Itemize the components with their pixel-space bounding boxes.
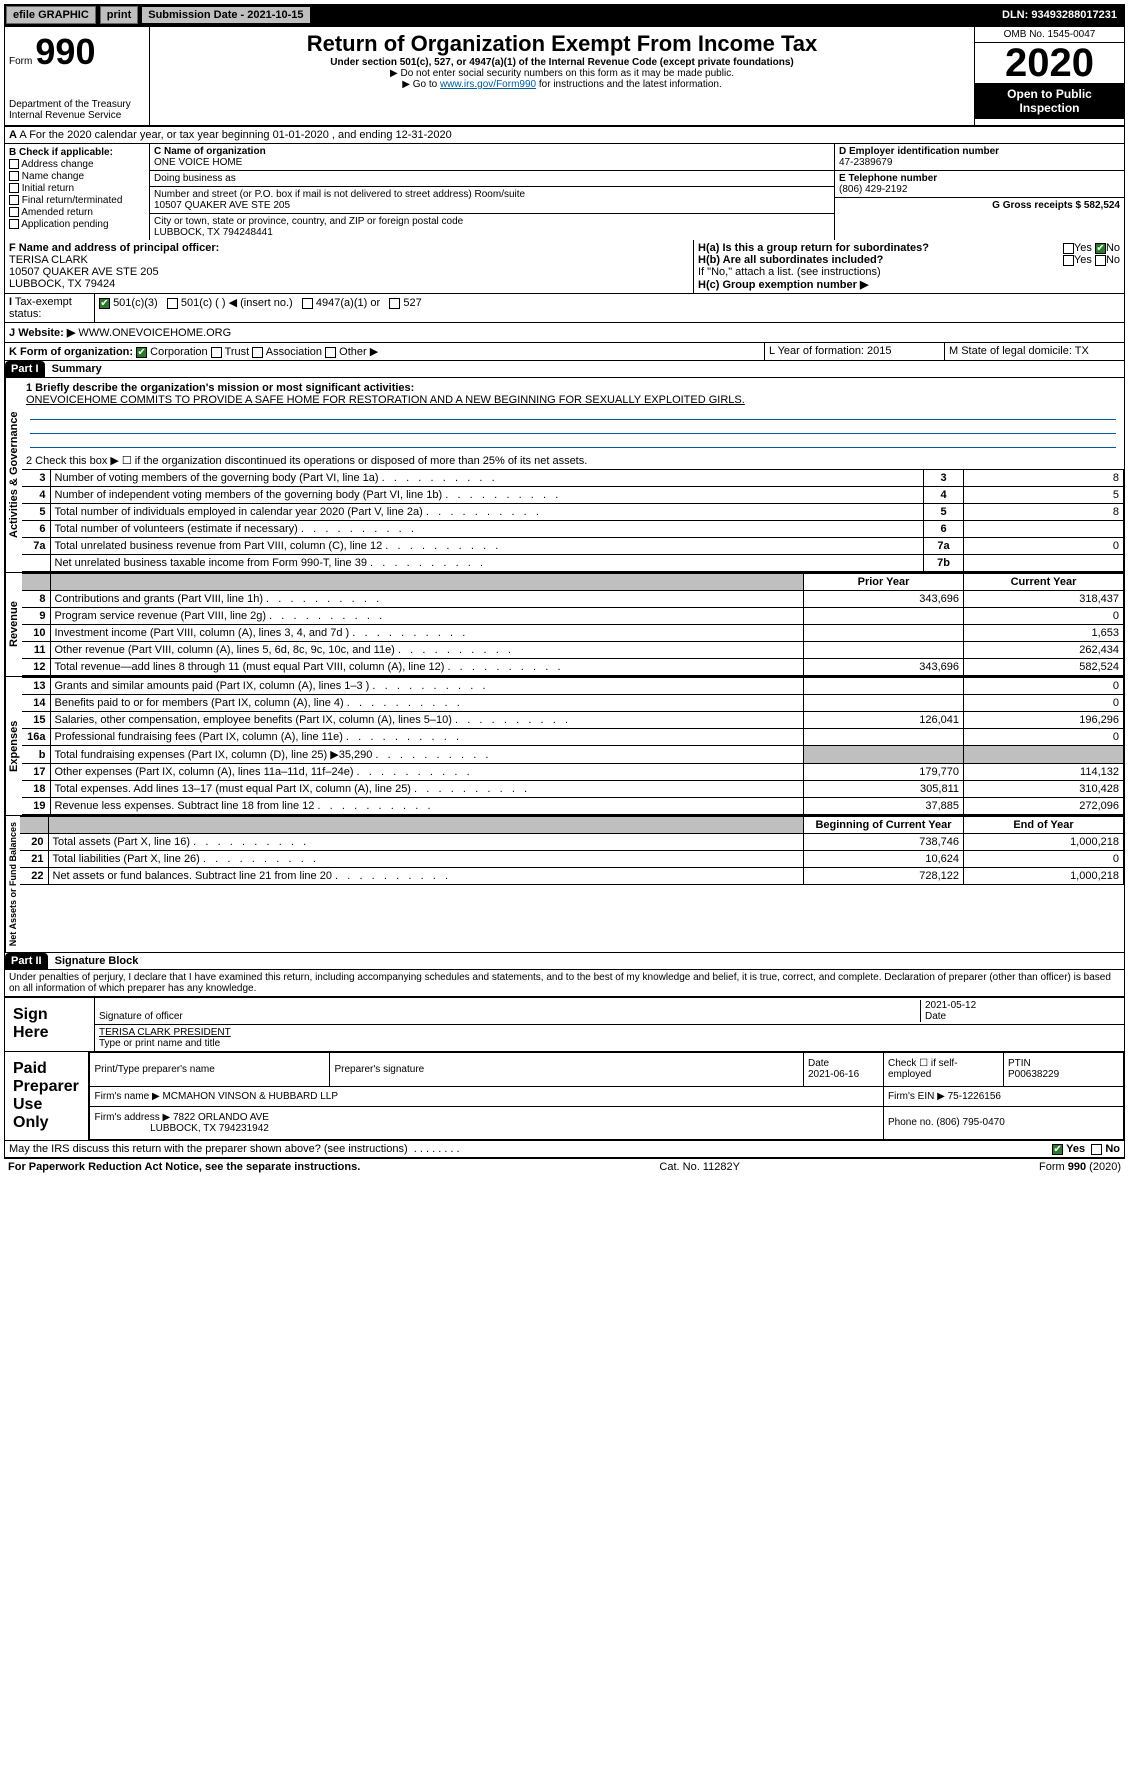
discuss-no[interactable] <box>1091 1144 1102 1155</box>
sign-here-label: Sign Here <box>5 998 95 1051</box>
footer-form: Form 990 (2020) <box>1039 1161 1121 1173</box>
col-b: B Check if applicable: Address change Na… <box>5 144 150 240</box>
form-label: Form <box>9 56 32 67</box>
tax-year: 2020 <box>975 43 1124 83</box>
note-1: ▶ Do not enter social security numbers o… <box>154 68 970 79</box>
part1-tab: Part I <box>5 361 45 377</box>
mission-text: ONEVOICEHOME COMMITS TO PROVIDE A SAFE H… <box>26 394 1120 406</box>
rev-label: Revenue <box>5 573 22 676</box>
declaration: Under penalties of perjury, I declare th… <box>4 970 1125 997</box>
dept-label: Department of the Treasury Internal Reve… <box>9 99 145 121</box>
prep-date: 2021-06-16 <box>808 1069 859 1080</box>
telephone: (806) 429-2192 <box>839 184 907 195</box>
org-name: ONE VOICE HOME <box>154 157 242 168</box>
part2-tab: Part II <box>5 953 48 969</box>
form-subtitle: Under section 501(c), 527, or 4947(a)(1)… <box>154 57 970 68</box>
officer-name: TERISA CLARK <box>9 254 689 266</box>
net-label: Net Assets or Fund Balances <box>5 816 20 952</box>
website[interactable]: WWW.ONEVOICEHOME.ORG <box>78 327 231 339</box>
open-to-public: Open to Public Inspection <box>975 83 1124 119</box>
efile-button[interactable]: efile GRAPHIC <box>6 6 96 24</box>
col-de: D Employer identification number47-23896… <box>834 144 1124 240</box>
discuss-yes[interactable] <box>1052 1144 1063 1155</box>
row-a: A A For the 2020 calendar year, or tax y… <box>4 127 1125 144</box>
dln: DLN: 93493288017231 <box>996 7 1123 23</box>
officer-name-title: TERISA CLARK PRESIDENT <box>99 1027 231 1038</box>
gross-receipts: G Gross receipts $ 582,524 <box>992 200 1120 211</box>
ptin: P00638229 <box>1008 1069 1059 1080</box>
note-2: ▶ Go to www.irs.gov/Form990 for instruct… <box>154 79 970 90</box>
top-bar: efile GRAPHIC print Submission Date - 20… <box>4 4 1125 26</box>
ein: 47-2389679 <box>839 157 892 168</box>
firm-phone: (806) 795-0470 <box>936 1117 1004 1128</box>
sign-date: 2021-05-12 <box>925 1000 976 1011</box>
col-c: C Name of organizationONE VOICE HOME Doi… <box>150 144 834 240</box>
form-id-box: Form 990 Department of the Treasury Inte… <box>5 27 150 125</box>
submission-date: Submission Date - 2021-10-15 <box>142 7 309 23</box>
print-button[interactable]: print <box>100 6 138 24</box>
paid-preparer-label: Paid Preparer Use Only <box>5 1052 89 1140</box>
instructions-link[interactable]: www.irs.gov/Form990 <box>440 79 536 90</box>
org-address: 10507 QUAKER AVE STE 205 <box>154 200 290 211</box>
gov-label: Activities & Governance <box>5 378 22 572</box>
firm-ein: 75-1226156 <box>948 1091 1001 1102</box>
firm-address: 7822 ORLANDO AVE <box>173 1112 269 1123</box>
state-domicile: M State of legal domicile: TX <box>944 343 1124 360</box>
footer-cat: Cat. No. 11282Y <box>659 1161 740 1173</box>
year-formation: L Year of formation: 2015 <box>764 343 944 360</box>
exp-label: Expenses <box>5 677 22 815</box>
discuss-question: May the IRS discuss this return with the… <box>9 1143 408 1155</box>
form-title: Return of Organization Exempt From Incom… <box>154 31 970 57</box>
form-number: 990 <box>35 31 95 72</box>
footer-left: For Paperwork Reduction Act Notice, see … <box>8 1161 360 1173</box>
firm-name: MCMAHON VINSON & HUBBARD LLP <box>162 1091 338 1102</box>
org-city: LUBBOCK, TX 794248441 <box>154 227 273 238</box>
501c3-checkbox[interactable] <box>99 298 110 309</box>
